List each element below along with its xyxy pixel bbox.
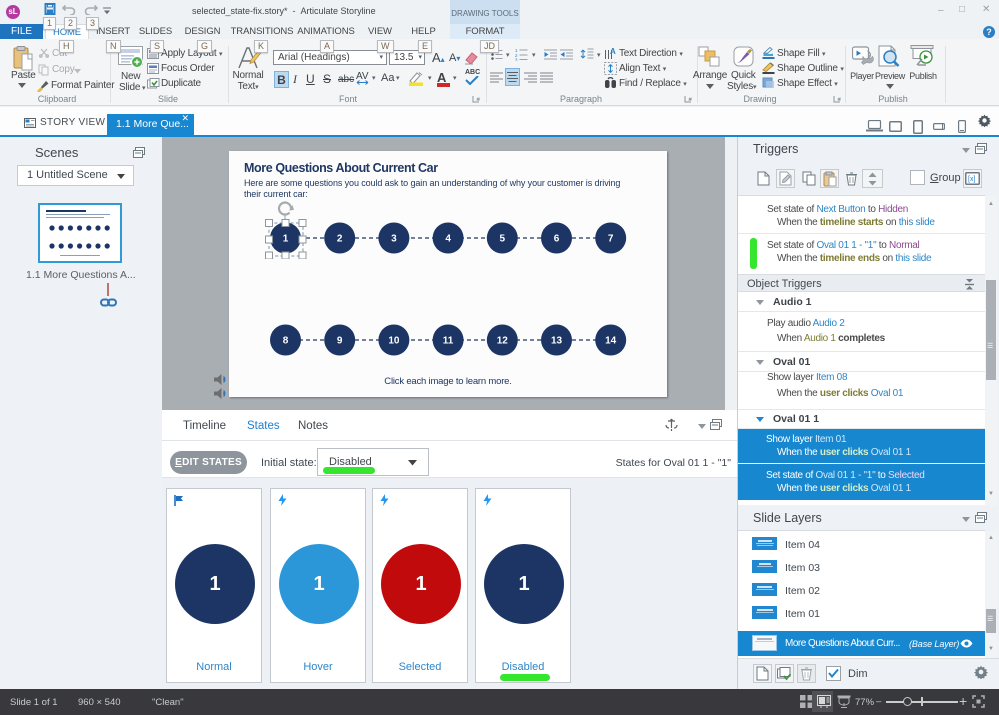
- svg-text:11: 11: [443, 336, 454, 347]
- svg-text:8: 8: [283, 336, 289, 347]
- svg-text:3: 3: [391, 234, 397, 245]
- svg-text:[x]: [x]: [968, 176, 975, 183]
- svg-text:7: 7: [608, 234, 614, 245]
- svg-text:14: 14: [605, 336, 617, 347]
- svg-text:1: 1: [515, 48, 518, 53]
- svg-text:5: 5: [500, 234, 506, 245]
- svg-text:4: 4: [445, 234, 451, 245]
- svg-text:1: 1: [283, 234, 289, 245]
- svg-text:2: 2: [515, 53, 518, 58]
- svg-text:13: 13: [551, 336, 563, 347]
- svg-text:9: 9: [337, 336, 343, 347]
- svg-text:10: 10: [388, 336, 400, 347]
- svg-text:6: 6: [554, 234, 560, 245]
- svg-text:3: 3: [515, 58, 518, 62]
- svg-text:12: 12: [497, 336, 509, 347]
- svg-text:A: A: [610, 47, 616, 56]
- svg-text:2: 2: [337, 234, 343, 245]
